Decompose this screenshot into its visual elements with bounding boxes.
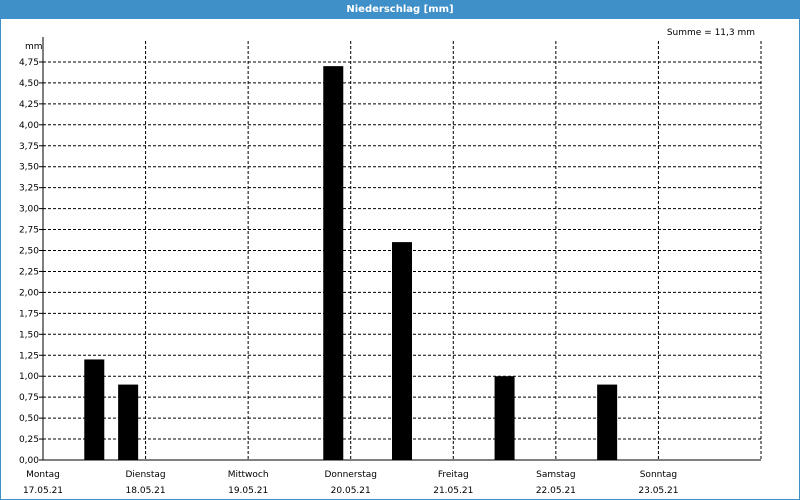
precipitation-chart: 0,00 0,25 0,50 0,75 1,00 1,25 1,50 1,75 2,00 2,25… [19, 28, 762, 496]
y-tick-label: 2,75 [19, 226, 39, 236]
y-tick-label: 4,50 [19, 79, 39, 89]
y-tick-label: 0,75 [19, 393, 39, 403]
y-tick-labels: 0,00 0,25 0,50 0,75 1,00 1,25 1,50 1,75 2,00 2,25… [19, 58, 39, 466]
y-tick-label: 2,25 [19, 267, 39, 277]
x-tick-dayname: Sonntag [640, 470, 677, 480]
x-tick-date: 17.05.21 [23, 486, 63, 496]
precip-bar [323, 66, 344, 460]
bars [84, 66, 618, 460]
y-tick-label: 1,50 [19, 330, 39, 340]
x-tick-dayname: Donnerstag [324, 470, 377, 480]
axes [39, 37, 761, 461]
x-tick-date: 21.05.21 [433, 486, 473, 496]
precip-bar [392, 242, 412, 460]
x-tick-date: 18.05.21 [126, 486, 166, 496]
y-tick-label: 3,75 [19, 142, 39, 152]
x-tick-labels: Montag 17.05.21 Dienstag 18.05.21 Mittwoch 19… [23, 470, 679, 496]
precip-bar [597, 384, 618, 460]
x-tick-dayname: Samstag [536, 470, 575, 480]
y-axis-label: mm [25, 42, 43, 52]
y-tick-label: 3,25 [19, 184, 39, 194]
x-tick-date: 19.05.21 [228, 486, 268, 496]
y-tick-label: 4,75 [19, 58, 39, 68]
x-tick-date: 23.05.21 [638, 486, 678, 496]
y-tick-label: 4,00 [19, 121, 39, 131]
x-tick-dayname: Mittwoch [228, 470, 269, 480]
x-tick-dayname: Dienstag [126, 470, 166, 480]
x-tick-dayname: Montag [26, 470, 60, 480]
y-tick-label: 3,50 [19, 163, 39, 173]
y-tick-label: 1,00 [19, 372, 39, 382]
precip-bar [118, 384, 139, 460]
y-tick-label: 4,25 [19, 100, 39, 110]
precip-bar [494, 376, 515, 460]
window-title: Niederschlag [mm] [1, 1, 799, 19]
precip-bar [84, 359, 105, 460]
y-tick-label: 0,50 [19, 414, 39, 424]
sum-annotation: Summe = 11,3 mm [667, 28, 755, 38]
y-tick-label: 3,00 [19, 205, 39, 215]
y-tick-label: 2,50 [19, 247, 39, 257]
x-tick-dayname: Freitag [438, 470, 469, 480]
y-tick-label: 2,00 [19, 288, 39, 298]
y-tick-label: 0,25 [19, 435, 39, 445]
y-tick-label: 1,75 [19, 309, 39, 319]
x-tick-date: 20.05.21 [331, 486, 371, 496]
x-tick-date: 22.05.21 [536, 486, 576, 496]
y-tick-label: 1,25 [19, 351, 39, 361]
y-tick-label: 0,00 [19, 456, 39, 466]
